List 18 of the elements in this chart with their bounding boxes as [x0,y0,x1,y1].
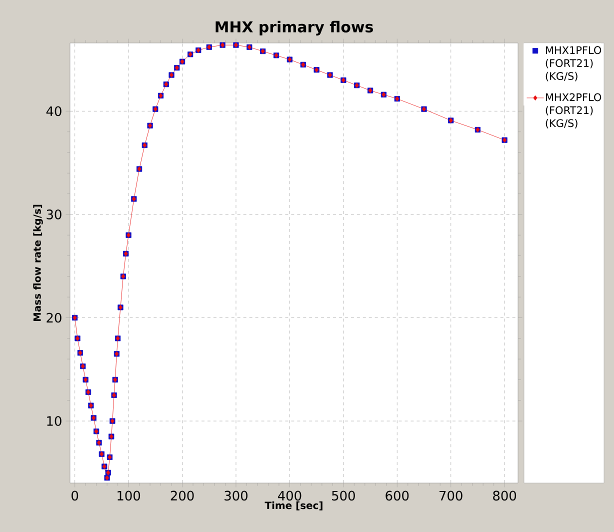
y-tick-label: 30 [46,210,62,220]
chart-title: MHX primary flows [216,20,373,36]
x-tick-label: 200 [170,490,194,501]
x-tick-label: 500 [332,490,355,501]
x-tick-label: 800 [493,490,516,501]
y-tick-label: 10 [47,416,62,426]
legend-label: MHX1PFLO (FORT21) (KG/S) [546,46,602,82]
x-tick-label: 300 [224,490,248,501]
y-tick-label: 20 [46,312,62,323]
x-axis-title: Time [sec] [264,501,322,510]
x-tick-label: 400 [278,490,302,501]
legend-label: MHX2PFLO (FORT21) (KG/S) [546,93,602,128]
x-tick-label: 100 [118,490,140,501]
x-tick-label: 0 [72,490,78,501]
x-tick-label: 600 [386,490,409,501]
y-tick-label: 40 [46,106,62,116]
y-axis-title: Mass flow rate [kg/s] [33,204,43,322]
x-tick-label: 700 [440,490,462,501]
